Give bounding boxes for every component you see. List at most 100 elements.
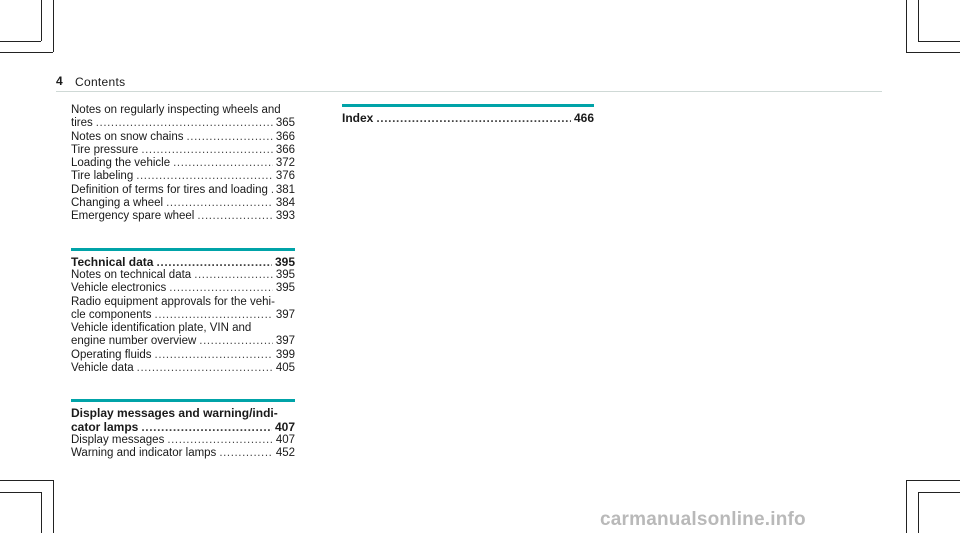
- toc-entry-label: Vehicle electronics: [71, 282, 167, 295]
- crop-mark: [918, 492, 919, 533]
- toc-entry-label: Loading the vehicle: [71, 157, 171, 170]
- toc-entry-page-number: 395: [275, 268, 295, 281]
- toc-entry-page-number: 393: [275, 210, 295, 223]
- toc-entry-page-number: 372: [275, 157, 295, 170]
- toc-section: Technical data395Notes on technical data…: [71, 247, 295, 376]
- leader-dots: [141, 421, 272, 434]
- leader-dots: [271, 184, 273, 197]
- crop-mark: [918, 0, 919, 41]
- toc-entry-label: Definition of terms for tires and loadin…: [71, 183, 268, 196]
- crop-mark: [53, 480, 54, 533]
- toc-entry-label-line: Radio equipment approvals for the vehi-: [71, 295, 275, 308]
- toc-section-heading[interactable]: Technical data 395: [71, 254, 295, 269]
- crop-mark: [918, 492, 960, 493]
- leader-dots: [197, 210, 272, 223]
- toc-entry-page-number: 397: [275, 308, 295, 321]
- toc-entry-label: Notes on technical data: [71, 268, 192, 281]
- toc-entry-page-number: 452: [275, 447, 295, 460]
- leader-dots: [194, 269, 273, 282]
- toc-entry-page-number: 395: [275, 282, 295, 295]
- crop-mark: [906, 480, 960, 481]
- toc-section: Notes on regularly inspecting wheels and…: [71, 104, 295, 224]
- toc-entry[interactable]: cle components 397: [71, 309, 295, 322]
- toc-entry-label: Notes on snow chains: [71, 130, 184, 143]
- section-rule: [71, 247, 295, 251]
- toc-entry-page-number: 366: [275, 143, 295, 156]
- toc-section-heading-label: Index: [342, 111, 374, 125]
- toc-entry[interactable]: Definition of terms for tires and loadin…: [71, 184, 295, 197]
- toc-entry-label: Warning and indicator lamps: [71, 447, 217, 460]
- leader-dots: [155, 349, 273, 362]
- toc-entry-page-number: 376: [275, 170, 295, 183]
- toc-entry[interactable]: tires 365: [71, 117, 295, 130]
- toc-entry-page-number: 405: [275, 362, 295, 375]
- toc-entry-label: Operating fluids: [71, 348, 152, 361]
- toc-entry-label: Tire labeling: [71, 170, 134, 183]
- toc-entry-label-line: Vehicle identification plate, VIN and: [71, 322, 252, 335]
- crop-mark: [918, 41, 960, 42]
- toc-entry-page-number: 384: [275, 197, 295, 210]
- leader-dots: [141, 144, 272, 157]
- toc-section-heading-page-number: 407: [274, 419, 295, 434]
- toc-entry-label: tires: [71, 117, 93, 130]
- toc-entry-page-number: 399: [275, 348, 295, 361]
- section-rule: [71, 399, 295, 403]
- toc-entry-label: engine number overview: [71, 335, 197, 348]
- toc-entry[interactable]: Emergency spare wheel 393: [71, 210, 295, 223]
- toc-entry-page-number: 381: [275, 183, 295, 196]
- toc-section-heading-label: cator lamps: [71, 419, 139, 434]
- toc-entry-label-line: Notes on regularly inspecting wheels and: [71, 104, 281, 116]
- section-rule: [342, 104, 594, 107]
- toc-entry-label: Display messages: [71, 433, 165, 446]
- toc-entry-page-number: 407: [275, 433, 295, 446]
- toc-entry-label: Vehicle data: [71, 362, 134, 375]
- crop-mark: [0, 480, 53, 481]
- toc-entry-label: Tire pressure: [71, 143, 139, 156]
- toc-entry-page-number: 366: [275, 130, 295, 143]
- leader-dots: [155, 309, 273, 322]
- toc-entry-page-number: 365: [275, 117, 295, 130]
- crop-mark: [41, 0, 42, 41]
- toc-entry[interactable]: Notes on snow chains 366: [71, 131, 295, 144]
- toc-section: Display messages and warning/indi-cator …: [71, 399, 295, 460]
- toc-section-heading-page-number: 466: [573, 111, 594, 125]
- toc-entry[interactable]: Loading the vehicle 372: [71, 157, 295, 170]
- leader-dots: [376, 112, 571, 125]
- toc-section-heading-label-line: Display messages and warning/indi-: [71, 406, 278, 421]
- crop-mark: [53, 0, 54, 52]
- toc-entry-label: Emergency spare wheel: [71, 210, 195, 223]
- page-title: Contents: [75, 75, 126, 89]
- toc-section-heading[interactable]: cator lamps 407: [71, 419, 295, 434]
- toc-entry[interactable]: engine number overview 397: [71, 335, 295, 348]
- leader-dots: [167, 434, 272, 447]
- leader-dots: [219, 447, 273, 460]
- toc-section-heading[interactable]: Index 466: [342, 111, 594, 125]
- toc-entry[interactable]: Tire pressure 366: [71, 144, 295, 157]
- leader-dots: [136, 170, 273, 183]
- toc-entry[interactable]: Display messages 407: [71, 434, 295, 447]
- leader-dots: [199, 335, 273, 348]
- crop-mark: [0, 52, 53, 53]
- toc-entry[interactable]: Vehicle data 405: [71, 362, 295, 375]
- leader-dots: [169, 282, 273, 295]
- leader-dots: [137, 362, 273, 375]
- leader-dots: [156, 256, 271, 269]
- toc-entry[interactable]: Notes on technical data 395: [71, 269, 295, 282]
- toc-entry[interactable]: Changing a wheel 384: [71, 197, 295, 210]
- toc-column-1: Notes on regularly inspecting wheels and…: [71, 104, 295, 461]
- leader-dots: [96, 117, 273, 130]
- toc-section-heading-label: Technical data: [71, 254, 154, 269]
- header-rule: [56, 91, 882, 92]
- toc-entry[interactable]: Warning and indicator lamps 452: [71, 447, 295, 460]
- crop-mark: [0, 41, 41, 42]
- toc-entry[interactable]: Operating fluids 399: [71, 349, 295, 362]
- toc-column-2: Index 466: [342, 104, 594, 125]
- toc-entry[interactable]: Tire labeling 376: [71, 170, 295, 183]
- toc-section-heading-page-number: 395: [274, 254, 295, 269]
- page-number: 4: [56, 74, 63, 88]
- crop-mark: [0, 492, 41, 493]
- leader-dots: [166, 197, 273, 210]
- toc-entry[interactable]: Vehicle electronics 395: [71, 282, 295, 295]
- watermark-logo: carmanualsonline.info: [600, 509, 806, 530]
- crop-mark: [906, 0, 907, 52]
